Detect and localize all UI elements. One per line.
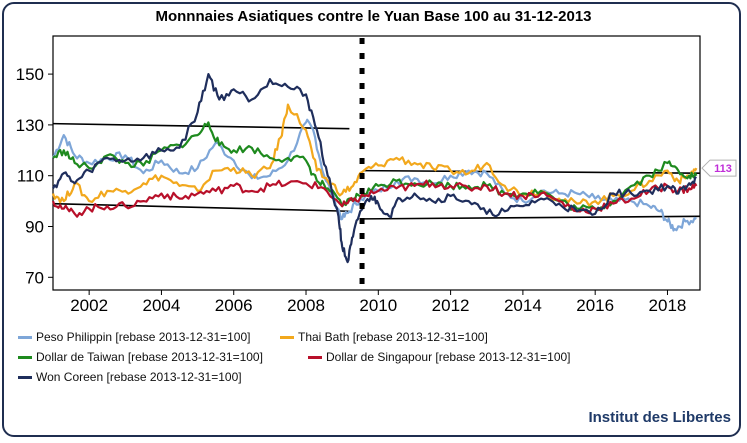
legend-label-2: Dollar de Taiwan [rebase 2013-12-31=100] xyxy=(36,350,263,364)
legend-label-4: Won Coreen [rebase 2013-12-31=100] xyxy=(36,370,242,384)
x-tick-label-4: 2010 xyxy=(359,296,397,315)
legend-item-4: Won Coreen [rebase 2013-12-31=100] xyxy=(18,370,242,384)
x-tick-label-2: 2006 xyxy=(215,296,253,315)
y-tick-label-0: 70 xyxy=(25,268,44,287)
trend-line-0 xyxy=(52,122,350,130)
y-tick-label-2: 110 xyxy=(17,167,44,186)
y-tick-label-3: 130 xyxy=(16,116,44,135)
trend-line-3 xyxy=(363,215,701,220)
legend-item-1: Thai Bath [rebase 2013-12-31=100] xyxy=(280,330,488,344)
series-line-3 xyxy=(51,179,698,218)
legend-swatch-2 xyxy=(18,356,32,360)
legend-swatch-3 xyxy=(308,356,322,360)
legend-label-3: Dollar de Singapour [rebase 2013-12-31=1… xyxy=(326,350,571,364)
last-value-callout xyxy=(701,159,737,177)
x-tick-label-3: 2008 xyxy=(287,296,325,315)
series-line-1 xyxy=(51,103,698,207)
legend-item-3: Dollar de Singapour [rebase 2013-12-31=1… xyxy=(308,350,571,364)
x-tick-label-7: 2016 xyxy=(576,296,614,315)
legend-item-0: Peso Philippin [rebase 2013-12-31=100] xyxy=(18,330,251,344)
x-tick-label-1: 2004 xyxy=(143,296,181,315)
legend-swatch-0 xyxy=(18,336,32,340)
trend-line-2 xyxy=(363,169,701,174)
x-tick-label-5: 2012 xyxy=(432,296,470,315)
credit-label: Institut des Libertes xyxy=(588,409,731,426)
trend-line-1 xyxy=(52,202,350,213)
legend-swatch-4 xyxy=(18,376,32,380)
legend-label-0: Peso Philippin [rebase 2013-12-31=100] xyxy=(36,330,251,344)
x-tick-label-8: 2018 xyxy=(649,296,687,315)
series-line-4 xyxy=(52,73,697,264)
y-tick-label-4: 150 xyxy=(16,65,44,84)
last-value-label: 113 xyxy=(714,163,732,175)
chart-title: Monnnaies Asiatiques contre le Yuan Base… xyxy=(155,8,592,25)
legend-label-1: Thai Bath [rebase 2013-12-31=100] xyxy=(298,330,488,344)
x-tick-label-0: 2002 xyxy=(70,296,108,315)
legend-item-2: Dollar de Taiwan [rebase 2013-12-31=100] xyxy=(18,350,263,364)
legend-swatch-1 xyxy=(280,336,294,340)
y-tick-label-1: 90 xyxy=(25,218,44,237)
x-tick-label-6: 2014 xyxy=(504,296,542,315)
